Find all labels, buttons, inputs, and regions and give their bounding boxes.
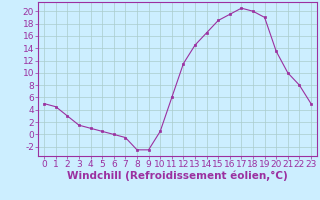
X-axis label: Windchill (Refroidissement éolien,°C): Windchill (Refroidissement éolien,°C)	[67, 171, 288, 181]
